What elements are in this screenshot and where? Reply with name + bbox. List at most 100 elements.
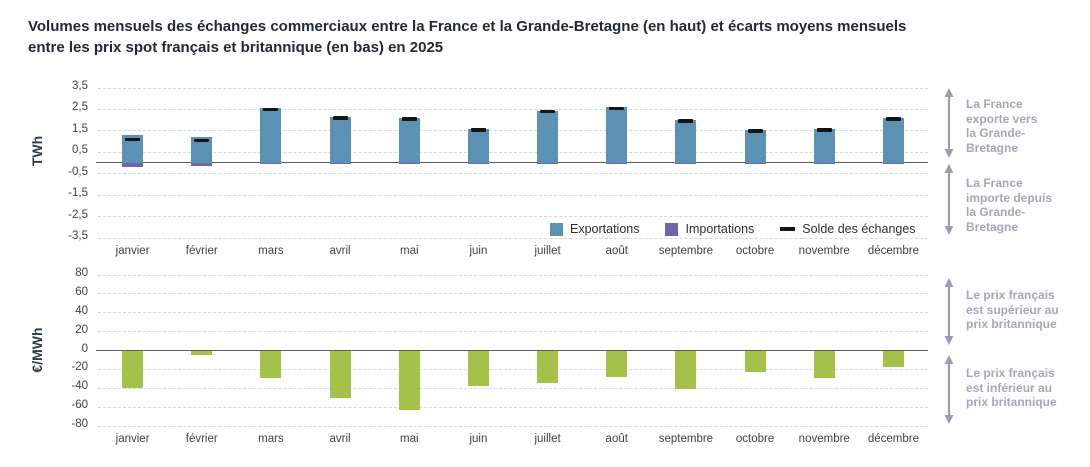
solde-dash	[263, 107, 279, 112]
gridline	[98, 130, 928, 132]
x-axis-month-label: janvier	[115, 433, 150, 445]
gridline	[98, 293, 928, 295]
solde-dash	[885, 117, 901, 121]
x-axis-month-label: décembre	[867, 245, 919, 257]
price-gap-bar	[675, 350, 697, 390]
double-arrow-icon	[944, 88, 954, 158]
export-bar	[191, 137, 213, 163]
double-arrow-icon	[944, 164, 954, 235]
import-bar	[398, 163, 420, 164]
y-axis-tick-label: -0,5	[68, 165, 88, 178]
export-bar	[537, 110, 559, 163]
price-gap-bar	[260, 350, 282, 378]
price-gap-bar	[813, 350, 835, 378]
x-axis-month-label: août	[605, 433, 628, 445]
volumes-chart-plot: 3,5 2,5 1,5 0,5 -0,5 -1,5 -2,5 -3,5 janvier févri…	[68, 80, 928, 257]
gridline	[98, 274, 928, 276]
chart-title: Volumes mensuels des échanges commerciau…	[28, 16, 906, 58]
gridline	[98, 216, 928, 218]
annotation-prix-superieur: Le prix français est supérieur au prix b…	[966, 288, 1059, 331]
x-axis-month-label: octobre	[735, 245, 775, 257]
solde-dash	[747, 129, 763, 133]
price-gap-bar	[537, 350, 559, 383]
legend-label-exportations: Exportations	[570, 222, 640, 236]
price-gap-bar	[398, 350, 420, 410]
price-gap-bar	[122, 350, 144, 389]
gridline	[98, 425, 928, 427]
solde-dash	[401, 117, 417, 121]
solde-dash	[678, 119, 694, 123]
gridline	[98, 368, 928, 370]
import-bar	[537, 163, 559, 165]
import-bar	[813, 163, 835, 165]
solde-dash-icon	[780, 227, 796, 231]
y-axis-tick-label: 2,5	[72, 101, 88, 114]
price-gap-bar	[467, 350, 489, 387]
annotation-exporte: La France exporte vers la Grande- Bretag…	[966, 97, 1038, 155]
y-axis-tick-label: -60	[71, 399, 88, 412]
y-axis-tick-label: -1,5	[68, 187, 88, 200]
export-bar	[882, 118, 904, 163]
y-axis-tick-label: 20	[75, 323, 88, 336]
gridline	[98, 194, 928, 196]
gridline	[98, 331, 928, 333]
y-axis-tick-label: 0	[81, 342, 88, 355]
export-bar	[675, 120, 697, 163]
y-axis-tick-label: 3,5	[72, 80, 88, 92]
x-axis-month-label: juin	[469, 245, 488, 257]
solde-dash	[194, 138, 210, 143]
x-axis-month-label: mars	[258, 433, 284, 445]
gridline	[98, 151, 928, 153]
gridline	[98, 237, 928, 239]
x-axis-month-label: novembre	[798, 433, 850, 445]
x-axis-month-label: juin	[469, 433, 488, 445]
x-axis-month-label: mai	[399, 245, 419, 257]
price-gap-bar	[329, 350, 351, 398]
price-gap-bar	[882, 350, 904, 367]
annotation-prix-inferieur: Le prix français est inférieur au prix b…	[966, 366, 1057, 409]
chart-title-line1: Volumes mensuels des échanges commerciau…	[28, 18, 907, 35]
solde-dash	[332, 116, 348, 120]
import-bar	[675, 163, 697, 165]
gridline	[98, 108, 928, 110]
export-bar	[606, 107, 628, 163]
y-axis-tick-label: -40	[71, 380, 88, 393]
x-axis-month-label: août	[605, 245, 628, 257]
price-gap-bar	[606, 350, 628, 377]
y-axis-tick-label: 60	[75, 285, 88, 298]
import-bar	[191, 163, 213, 167]
x-axis-month-label: juillet	[534, 245, 561, 257]
price-gap-bar	[191, 350, 213, 356]
price-gap-bar	[744, 350, 766, 373]
exportations-swatch-icon	[550, 222, 563, 236]
solde-dash	[816, 128, 832, 132]
x-axis-month-label: avril	[329, 433, 351, 445]
import-bar	[122, 163, 144, 168]
x-axis-month-label: décembre	[867, 433, 919, 445]
import-bar	[606, 163, 628, 164]
zero-axis-line	[96, 349, 928, 351]
solde-dash	[125, 137, 141, 142]
y-axis-tick-label: -2,5	[68, 208, 88, 221]
import-bar	[467, 163, 489, 165]
x-axis-month-label: juillet	[534, 433, 561, 445]
y-axis-tick-label: 40	[75, 304, 88, 317]
import-bar	[260, 163, 282, 164]
chart-title-line2: entre les prix spot français et britanni…	[28, 39, 444, 56]
x-axis-month-label: novembre	[798, 245, 850, 257]
gridline	[98, 173, 928, 175]
y-axis-tick-label: -80	[71, 418, 88, 430]
import-bar	[329, 163, 351, 164]
zero-axis-line	[96, 162, 928, 164]
export-bar	[467, 128, 489, 163]
y-axis-tick-label: 80	[75, 267, 88, 279]
x-axis-month-label: septembre	[658, 433, 714, 445]
gridline	[98, 406, 928, 408]
export-bar	[813, 128, 835, 163]
solde-dash	[540, 109, 556, 114]
y-axis-tick-label: -20	[71, 361, 88, 374]
solde-dash	[609, 106, 625, 111]
chart-legend: Exportations Importations Solde des écha…	[550, 221, 916, 237]
price-gap-chart-plot: 80 60 40 20 0 -20 -40 -60 -80 janvier février mars a…	[71, 267, 928, 445]
